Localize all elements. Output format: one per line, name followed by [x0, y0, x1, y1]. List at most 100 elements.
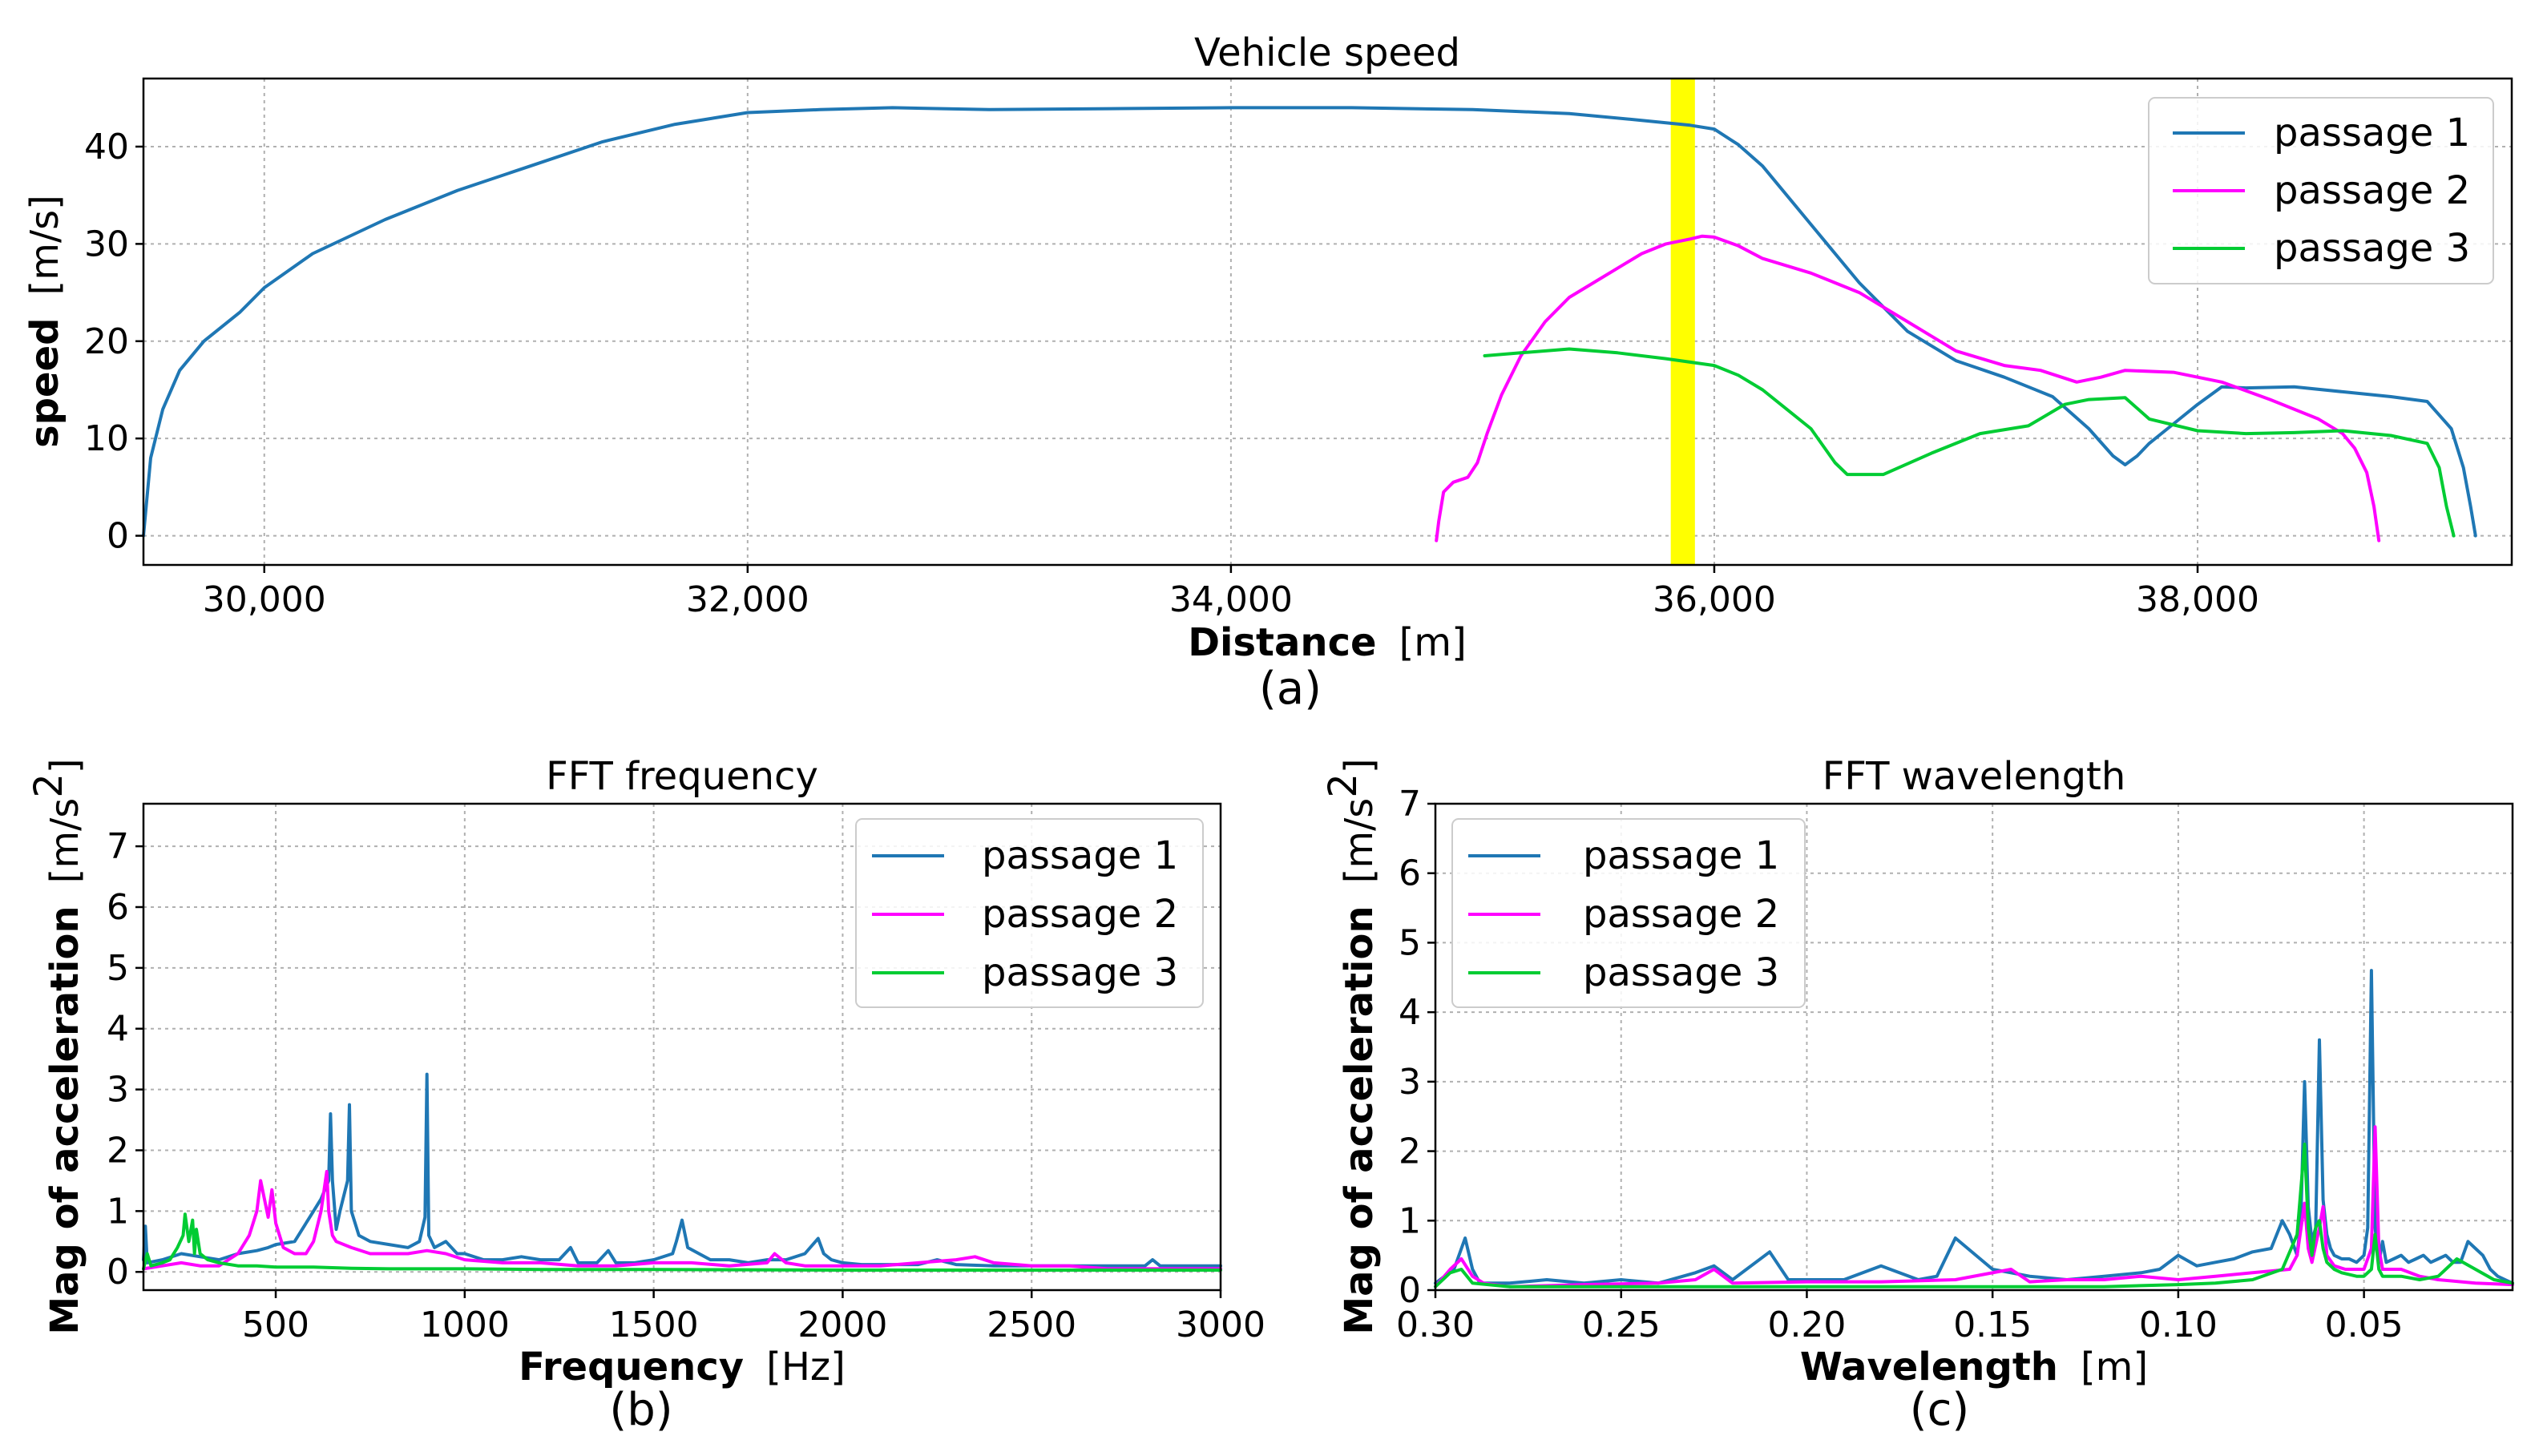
y-tick-label: 4 [107, 1009, 129, 1050]
chart-title: FFT frequency [546, 754, 818, 799]
x-axis-unit: [m] [1399, 620, 1467, 665]
y-tick-label: 6 [1399, 853, 1421, 894]
series-line-passage-3 [1434, 1142, 2514, 1289]
grid [143, 79, 2512, 565]
legend: passage 1 passage 2 passage 3 [855, 818, 1204, 1008]
caption-b: (b) [609, 1384, 672, 1436]
fft-wavelength-chart: 0.30 0.25 0.20 0.15 0.10 0.05 0 1 2 3 4 5 6 7 FFT wa… [1321, 754, 2514, 1436]
y-axis-unit-superscript: 2 [26, 773, 71, 798]
x-tick-label: 2500 [987, 1305, 1076, 1345]
legend-label-passage-1: passage 1 [2274, 111, 2470, 155]
legend-label-passage-3: passage 3 [982, 950, 1178, 995]
y-axis-name: speed [22, 317, 67, 447]
x-axis-label: Wavelength [m] [1800, 1345, 2148, 1389]
y-tick-label: 5 [1399, 922, 1421, 963]
y-tick-label: 2 [1399, 1131, 1421, 1172]
y-axis-label: speed [m/s] [22, 195, 67, 448]
x-tick-label: 0.05 [2325, 1305, 2404, 1345]
series-line-passage-3 [142, 1212, 1222, 1272]
legend-label-passage-1: passage 1 [982, 833, 1178, 878]
y-axis-unit: [m/s [42, 798, 87, 884]
legend: passage 1 passage 2 passage 3 [1451, 818, 1806, 1008]
x-tick-label: 34,000 [1169, 579, 1293, 620]
x-tick-labels: 500 1000 1500 2000 2500 3000 [242, 1290, 1265, 1345]
x-axis-unit: [m] [2081, 1345, 2148, 1389]
y-axis-label: Mag of acceleration [m/s2] [1321, 758, 1382, 1334]
y-tick-label: 4 [1399, 992, 1421, 1033]
x-axis-name: Frequency [519, 1345, 744, 1389]
x-tick-label: 1500 [609, 1305, 699, 1345]
y-tick-label: 0 [107, 1252, 129, 1293]
plot-frame [142, 802, 1222, 1292]
y-tick-labels: 0 10 20 30 40 [84, 127, 143, 557]
legend: passage 1 passage 2 passage 3 [2148, 97, 2494, 284]
y-tick-label: 3 [1399, 1062, 1421, 1103]
plot-frame [1434, 802, 2514, 1292]
series-lines [1434, 969, 2514, 1289]
legend-label-passage-2: passage 2 [2274, 168, 2470, 213]
x-tick-label: 500 [242, 1305, 309, 1345]
chart-title: Vehicle speed [1194, 30, 1460, 75]
legend-label-passage-1: passage 1 [1583, 833, 1779, 878]
legend-box [1451, 818, 1806, 1008]
y-axis-unit-close: ] [1337, 758, 1382, 773]
x-tick-labels: 0.30 0.25 0.20 0.15 0.10 0.05 [1396, 1290, 2404, 1345]
x-axis-unit: [Hz] [766, 1345, 846, 1389]
legend-box [2148, 97, 2494, 284]
x-tick-labels: 30,000 32,000 34,000 36,000 38,000 [203, 565, 2259, 620]
vehicle-speed-chart: 30,000 32,000 34,000 36,000 38,000 0 10 20 30 40… [22, 30, 2513, 715]
x-axis-name: Distance [1188, 620, 1376, 665]
series-line-passage-2 [1434, 1125, 2514, 1289]
y-axis-unit-close: ] [42, 758, 87, 773]
y-tick-label: 20 [84, 321, 129, 362]
highlight-band [1670, 79, 1695, 565]
y-axis-name: Mag of acceleration [42, 905, 87, 1334]
series-lines [142, 106, 2477, 542]
x-tick-label: 0.15 [1953, 1305, 2032, 1345]
series-lines [142, 1072, 1222, 1272]
legend-label-passage-2: passage 2 [982, 892, 1178, 937]
y-axis-unit: [m/s [1337, 798, 1382, 884]
chart-title: FFT wavelength [1823, 754, 2126, 799]
y-axis-name: Mag of acceleration [1337, 905, 1382, 1334]
y-tick-label: 7 [1399, 784, 1421, 825]
y-axis-unit: [m/s] [22, 195, 67, 295]
x-tick-label: 0.25 [1582, 1305, 1661, 1345]
y-tick-labels: 0 1 2 3 4 5 6 7 [1399, 784, 1435, 1311]
y-tick-label: 0 [107, 516, 129, 557]
y-tick-label: 1 [107, 1191, 129, 1232]
x-tick-label: 0.20 [1767, 1305, 1846, 1345]
legend-box [855, 818, 1204, 1008]
series-line-passage-2 [1435, 234, 2381, 542]
x-tick-label: 2000 [797, 1305, 887, 1345]
x-tick-label: 30,000 [203, 579, 326, 620]
x-tick-label: 32,000 [686, 579, 809, 620]
x-tick-label: 3000 [1176, 1305, 1265, 1345]
x-tick-label: 38,000 [2136, 579, 2259, 620]
series-line-passage-3 [1483, 347, 2456, 538]
y-tick-label: 3 [107, 1070, 129, 1111]
x-axis-name: Wavelength [1800, 1345, 2058, 1389]
plot-frame [142, 77, 2513, 567]
series-line-passage-1 [142, 106, 2477, 538]
y-tick-label: 6 [107, 887, 129, 928]
y-tick-label: 5 [107, 948, 129, 989]
y-tick-label: 40 [84, 127, 129, 167]
y-tick-label: 7 [107, 826, 129, 867]
x-tick-label: 0.10 [2139, 1305, 2218, 1345]
caption-c: (c) [1910, 1384, 1969, 1436]
legend-label-passage-3: passage 3 [2274, 226, 2470, 271]
legend-label-passage-2: passage 2 [1583, 892, 1779, 937]
x-axis-label: Frequency [Hz] [519, 1345, 846, 1389]
x-tick-label: 1000 [420, 1305, 510, 1345]
series-line-passage-1 [142, 1072, 1222, 1268]
y-tick-label: 0 [1399, 1270, 1421, 1311]
fft-frequency-chart: 500 1000 1500 2000 2500 3000 0 1 2 3 4 5 6 7 FFT fre… [26, 754, 1265, 1436]
y-tick-label: 10 [84, 418, 129, 459]
x-tick-label: 36,000 [1653, 579, 1776, 620]
y-tick-labels: 0 1 2 3 4 5 6 7 [107, 826, 143, 1293]
series-line-passage-2 [142, 1170, 1222, 1271]
x-axis-label: Distance [m] [1188, 620, 1467, 665]
series-line-passage-1 [1434, 969, 2514, 1285]
